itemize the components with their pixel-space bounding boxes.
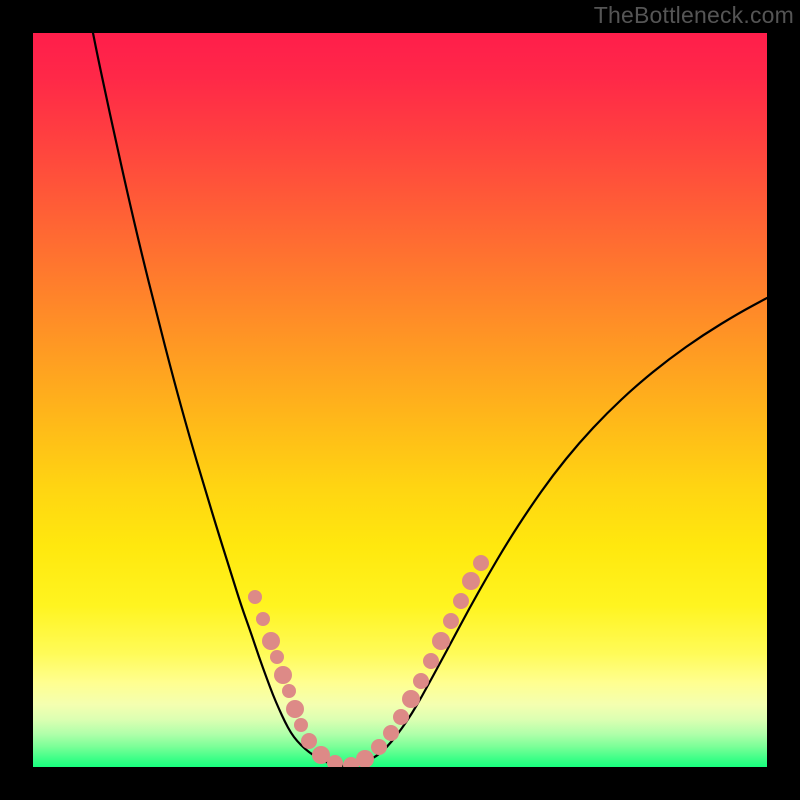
bead bbox=[286, 700, 304, 718]
bead bbox=[294, 718, 308, 732]
bead bbox=[301, 733, 317, 749]
bead bbox=[371, 739, 387, 755]
bead bbox=[274, 666, 292, 684]
bead bbox=[393, 709, 409, 725]
bead bbox=[473, 555, 489, 571]
curve-left-branch bbox=[93, 33, 345, 766]
bead bbox=[256, 612, 270, 626]
bead bbox=[282, 684, 296, 698]
curve-layer bbox=[33, 33, 767, 767]
bead bbox=[462, 572, 480, 590]
beads-right-chain bbox=[356, 555, 489, 767]
bead bbox=[443, 613, 459, 629]
bead bbox=[453, 593, 469, 609]
bead bbox=[432, 632, 450, 650]
bead bbox=[383, 725, 399, 741]
bead bbox=[248, 590, 262, 604]
bead bbox=[270, 650, 284, 664]
bead bbox=[356, 750, 374, 767]
bead bbox=[402, 690, 420, 708]
beads-left-chain bbox=[248, 590, 359, 767]
bead bbox=[262, 632, 280, 650]
bead bbox=[423, 653, 439, 669]
chart-frame: TheBottleneck.com bbox=[0, 0, 800, 800]
bead bbox=[413, 673, 429, 689]
watermark-text: TheBottleneck.com bbox=[594, 2, 794, 29]
plot-area bbox=[33, 33, 767, 767]
